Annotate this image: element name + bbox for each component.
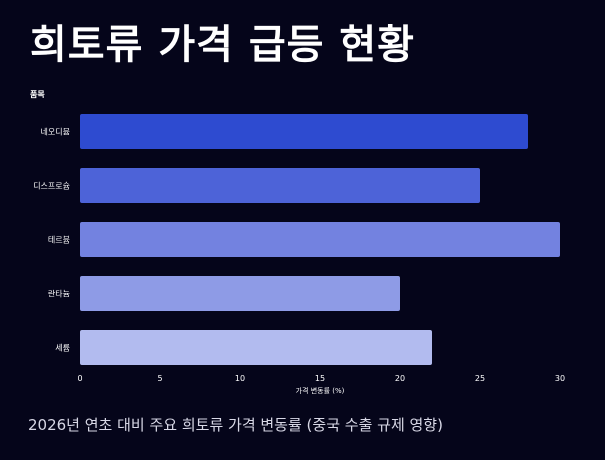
x-tick-label: 20: [395, 374, 405, 383]
x-tick-label: 5: [157, 374, 162, 383]
bar: [80, 222, 560, 257]
y-tick-label: 테르븀: [48, 236, 70, 245]
x-tick-label: 0: [77, 374, 82, 383]
chart-subtitle: 2026년 연초 대비 주요 희토류 가격 변동률 (중국 수출 규제 영향): [28, 416, 443, 434]
bar: [80, 330, 432, 365]
x-tick-label: 25: [475, 374, 485, 383]
x-tick-label: 15: [315, 374, 325, 383]
y-tick-label: 세륨: [55, 344, 70, 353]
y-axis-label: 품목: [30, 90, 45, 99]
y-tick-label: 디스프로슘: [33, 182, 70, 191]
bar: [80, 114, 528, 149]
bar: [80, 168, 480, 203]
bar: [80, 276, 400, 311]
y-tick-label: 네오디뮴: [41, 128, 70, 137]
x-axis-label: 가격 변동률 (%): [296, 386, 345, 395]
x-tick-label: 10: [235, 374, 245, 383]
x-tick-label: 30: [555, 374, 565, 383]
chart-title: 희토류 가격 급등 현황: [30, 22, 415, 68]
y-tick-label: 란타늄: [48, 289, 70, 299]
